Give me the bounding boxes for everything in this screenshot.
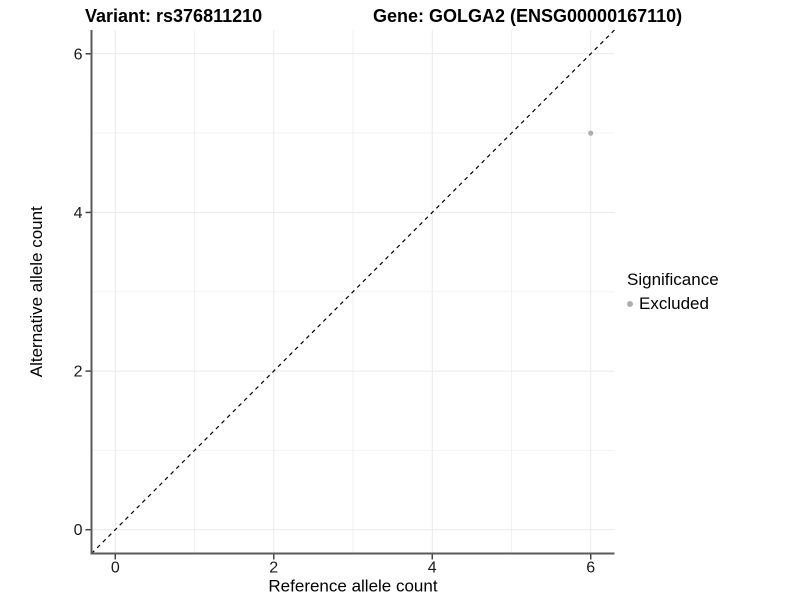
y-tick-label: 6: [74, 46, 83, 63]
y-axis-title: Alternative allele count: [27, 206, 46, 377]
y-tick-label: 4: [74, 205, 83, 222]
legend-key-dot-icon: [627, 301, 633, 307]
plot-title-variant: Variant: rs376811210: [85, 6, 263, 26]
x-tick-label: 0: [111, 560, 120, 577]
x-tick-label: 4: [428, 560, 437, 577]
data-point: [588, 130, 594, 136]
x-tick-label: 6: [586, 560, 595, 577]
identity-line: [91, 29, 615, 554]
legend-item-excluded: Excluded: [627, 294, 719, 314]
y-tick-label: 2: [74, 364, 83, 381]
legend-item-label: Excluded: [639, 294, 709, 313]
x-axis-title: Reference allele count: [268, 577, 437, 596]
legend: Significance Excluded: [627, 270, 719, 314]
legend-title: Significance: [627, 270, 719, 289]
plot-title-gene: Gene: GOLGA2 (ENSG00000167110): [373, 6, 683, 26]
y-tick-label: 0: [74, 522, 83, 539]
x-tick-label: 2: [269, 560, 278, 577]
